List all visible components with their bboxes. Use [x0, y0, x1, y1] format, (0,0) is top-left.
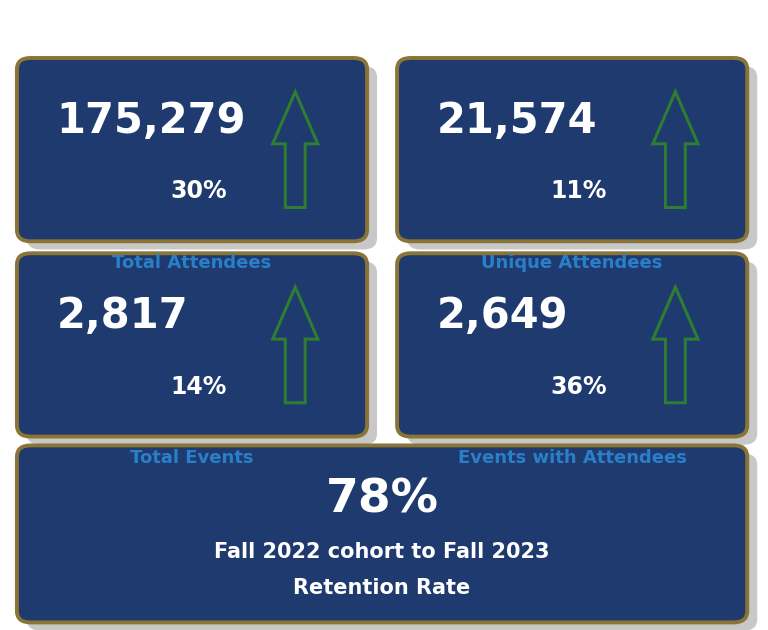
Text: 14%: 14%	[170, 375, 227, 399]
Text: Unique Attendees: Unique Attendees	[482, 254, 663, 272]
FancyBboxPatch shape	[397, 253, 747, 437]
Text: Retention Rate: Retention Rate	[293, 578, 471, 598]
FancyBboxPatch shape	[17, 58, 367, 241]
Text: Total Attendees: Total Attendees	[112, 254, 272, 272]
FancyBboxPatch shape	[27, 66, 377, 249]
Text: 2,817: 2,817	[57, 295, 188, 337]
FancyBboxPatch shape	[407, 261, 757, 445]
FancyBboxPatch shape	[27, 261, 377, 445]
Text: 175,279: 175,279	[57, 100, 246, 142]
FancyBboxPatch shape	[27, 454, 757, 630]
Text: 30%: 30%	[170, 180, 227, 203]
Text: Events with Attendees: Events with Attendees	[458, 449, 687, 467]
FancyBboxPatch shape	[17, 445, 747, 622]
FancyBboxPatch shape	[17, 253, 367, 437]
Text: Fall 2022 cohort to Fall 2023: Fall 2022 cohort to Fall 2023	[214, 542, 550, 563]
Text: 78%: 78%	[326, 478, 439, 522]
Text: 2,649: 2,649	[437, 295, 568, 337]
Text: 21,574: 21,574	[437, 100, 598, 142]
Text: 36%: 36%	[551, 375, 607, 399]
Text: 11%: 11%	[551, 180, 607, 203]
Text: Total Events: Total Events	[131, 449, 253, 467]
FancyBboxPatch shape	[407, 66, 757, 249]
FancyBboxPatch shape	[397, 58, 747, 241]
